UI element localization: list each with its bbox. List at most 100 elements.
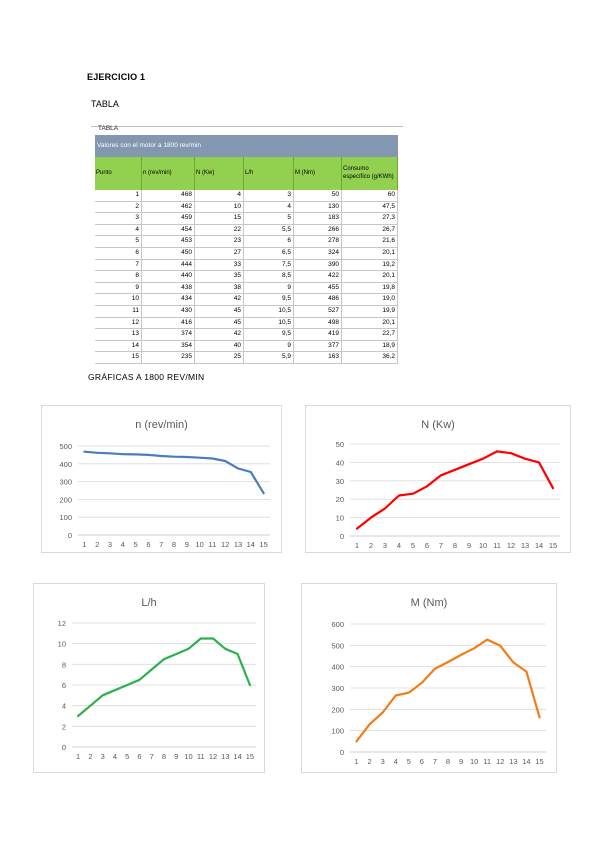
series-line xyxy=(355,450,555,530)
x-tick-label: 4 xyxy=(113,752,117,761)
table-cell: 20,1 xyxy=(342,247,398,259)
data-point xyxy=(473,647,476,650)
data-point xyxy=(121,453,124,456)
y-tick-label: 400 xyxy=(331,663,344,672)
x-tick-label: 4 xyxy=(121,540,125,549)
data-point xyxy=(77,715,80,717)
x-tick-label: 8 xyxy=(172,540,176,549)
data-point xyxy=(185,456,188,458)
x-tick-label: 12 xyxy=(496,757,504,766)
chart-torque-nm: M (Nm) 0 100 200 300 400 500 600 1 2 3 4 5 6 7 8 9 10 11 12… xyxy=(301,583,557,773)
data-point xyxy=(368,723,371,726)
chart-title: n (rev/min) xyxy=(135,419,188,431)
table-cell: 22,7 xyxy=(342,329,398,340)
data-point xyxy=(224,647,227,650)
x-tick-label: 3 xyxy=(108,540,112,549)
table-cell: 26,7 xyxy=(342,224,398,236)
data-point xyxy=(249,471,252,473)
table-cell: 23 xyxy=(195,236,244,247)
y-tick-label: 0 xyxy=(340,748,344,757)
x-tick-label: 3 xyxy=(101,752,105,761)
x-tick-label: 7 xyxy=(439,541,443,550)
data-point xyxy=(147,454,150,456)
y-tick-label: 0 xyxy=(62,743,66,752)
data-point xyxy=(552,487,554,490)
data-point xyxy=(499,644,502,647)
table-cell: 10,5 xyxy=(244,317,294,329)
table-cell: 15 xyxy=(195,213,244,224)
x-tick-label: 2 xyxy=(368,757,372,766)
data-point xyxy=(496,450,498,453)
table-cell: 444 xyxy=(142,259,195,271)
table-cell: 9 xyxy=(244,340,294,352)
y-tick-label: 500 xyxy=(59,442,72,451)
table-cell: 13 xyxy=(95,329,142,340)
x-tick-label: 9 xyxy=(174,752,178,761)
data-point xyxy=(460,654,462,656)
x-tick-label: 11 xyxy=(493,541,501,550)
data-point xyxy=(175,653,178,655)
data-point xyxy=(109,452,111,455)
table-cell: 8,5 xyxy=(244,271,294,282)
x-tick-label: 12 xyxy=(209,752,217,761)
y-tick-label: 200 xyxy=(331,705,344,714)
data-point xyxy=(160,455,163,457)
table-cell: 1 xyxy=(95,190,142,201)
header-cell: M (Nm) xyxy=(294,157,342,190)
table-cell: 5,9 xyxy=(244,352,294,363)
y-tick-label: 600 xyxy=(331,620,344,629)
table-cell: 50 xyxy=(294,190,342,201)
table-cell: 419 xyxy=(294,329,342,340)
y-tick-label: 6 xyxy=(62,681,66,690)
table-cell: 14 xyxy=(95,340,142,352)
table-cell: 438 xyxy=(142,282,195,294)
data-point xyxy=(355,740,358,743)
table-cell: 10 xyxy=(95,294,142,305)
data-point xyxy=(356,527,358,530)
data-point xyxy=(212,637,214,640)
sheet-header-row: Punto n (rev/min) N (Kw) L/h M (Nm) Cons… xyxy=(95,157,398,190)
table-cell: 21,6 xyxy=(342,236,398,247)
y-tick-label: 10 xyxy=(58,640,66,649)
x-tick-label: 14 xyxy=(535,541,543,550)
x-tick-label: 13 xyxy=(221,752,229,761)
y-tick-label: 30 xyxy=(336,477,344,486)
data-point xyxy=(248,684,251,686)
table-cell: 9 xyxy=(95,282,142,294)
table-cell: 3 xyxy=(95,213,142,224)
table-cell: 9,5 xyxy=(244,294,294,305)
data-point xyxy=(538,461,540,464)
x-tick-label: 5 xyxy=(407,757,411,766)
header-cell: N (Kw) xyxy=(195,157,244,190)
x-tick-label: 10 xyxy=(470,757,478,766)
data-point xyxy=(394,694,397,697)
header-cell: Punto xyxy=(95,157,142,190)
x-tick-label: 6 xyxy=(146,540,150,549)
header-cell: n (rev/min) xyxy=(142,157,195,190)
table-cell: 130 xyxy=(294,201,342,213)
table-row: 10 434 42 9,5 486 19,0 xyxy=(95,294,398,306)
y-tick-label: 300 xyxy=(59,478,72,487)
table-cell: 416 xyxy=(142,317,195,329)
table-cell: 454 xyxy=(142,224,195,236)
data-point xyxy=(486,638,489,641)
table-cell: 6 xyxy=(244,236,294,247)
table-cell: 163 xyxy=(294,352,342,363)
table-cell: 33 xyxy=(195,259,244,271)
table-cell: 5,5 xyxy=(244,224,294,236)
table-cell: 60 xyxy=(342,190,398,201)
data-point xyxy=(524,457,526,460)
charts-heading: GRÁFICAS A 1800 REV/MIN xyxy=(88,372,205,382)
x-tick-label: 11 xyxy=(209,540,217,549)
x-tick-label: 3 xyxy=(381,757,385,766)
sheet-top-row xyxy=(91,120,403,127)
table-cell: 486 xyxy=(294,294,342,305)
table-cell: 5 xyxy=(95,236,142,247)
table-cell: 377 xyxy=(294,340,342,352)
data-point xyxy=(134,453,137,456)
table-cell: 11 xyxy=(95,305,142,317)
y-tick-label: 8 xyxy=(62,660,66,669)
table-cell: 4 xyxy=(244,201,294,213)
table-row: 4 454 22 5,5 266 26,7 xyxy=(95,224,398,237)
